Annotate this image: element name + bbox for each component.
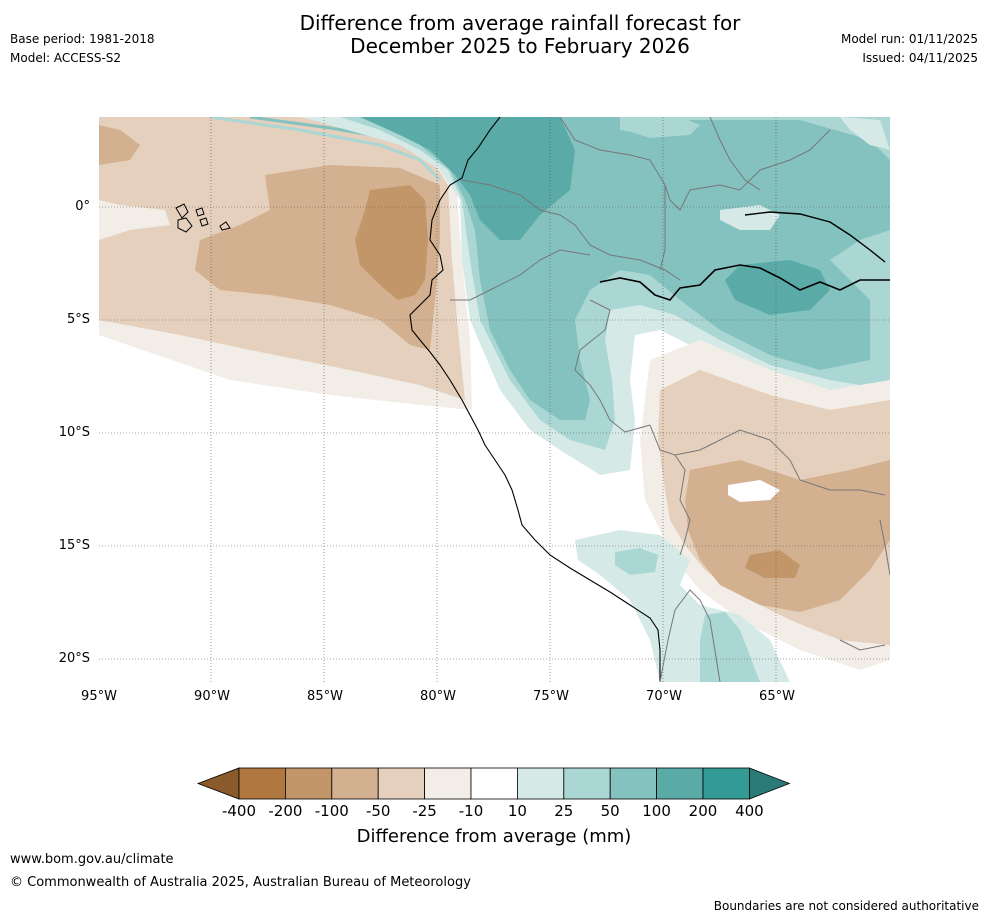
colorbar-tick-label: -400 — [221, 802, 257, 820]
colorbar-tick-label: 10 — [507, 802, 527, 820]
colorbar-arrow-high — [749, 767, 791, 800]
colorbar-swatch — [238, 767, 286, 800]
lon-label-85w: 85°W — [307, 689, 343, 704]
copyright-text: © Commonwealth of Australia 2025, Austra… — [10, 875, 471, 890]
lon-label-65w: 65°W — [759, 689, 795, 704]
colorbar-arrow-low — [196, 767, 240, 800]
model-run-text: Model run: 01/11/2025 — [840, 32, 978, 46]
lat-label-5s: 5°S — [66, 312, 90, 327]
dry-region-south-c2 — [745, 550, 800, 578]
colorbar-tick-label: -10 — [458, 802, 484, 820]
lon-label-80w: 80°W — [420, 689, 456, 704]
graticule — [99, 117, 890, 682]
colorbar-tick-label: 100 — [642, 802, 671, 820]
title-line-2: December 2025 to February 2026 — [350, 34, 690, 58]
lon-label-90w: 90°W — [194, 689, 230, 704]
base-period-text: Base period: 1981-2018 — [10, 32, 155, 46]
colorbar-swatch — [377, 767, 426, 800]
colorbar-swatch — [656, 767, 704, 800]
colorbar-swatch — [424, 767, 472, 800]
dry-region-c3-corner — [99, 125, 140, 165]
country-borders — [450, 117, 890, 682]
lat-label-0: 0° — [75, 199, 90, 214]
map-contours — [99, 117, 890, 682]
colorbar-swatch — [702, 767, 750, 800]
northern-coast — [744, 211, 886, 263]
colorbar-swatch — [609, 767, 658, 800]
title-line-1: Difference from average rainfall forecas… — [299, 11, 741, 35]
wet-region-c7-patch — [720, 205, 780, 230]
colorbar-tick-label: -100 — [314, 802, 349, 820]
colorbar-tick-label: -50 — [365, 802, 391, 820]
colorbar-tick-label: -25 — [412, 802, 437, 820]
colorbar-swatch — [563, 767, 611, 800]
wet-region-south-c8a — [615, 548, 658, 575]
colorbar-tick-label: 400 — [735, 802, 764, 820]
lat-label-15s: 15°S — [58, 538, 90, 553]
model-text: Model: ACCESS-S2 — [10, 51, 122, 65]
wet-region-c10 — [360, 117, 575, 240]
lat-label-10s: 10°S — [58, 425, 90, 440]
amazon-river — [599, 264, 890, 301]
colorbar-swatch — [517, 767, 565, 800]
colorbar-swatch — [331, 767, 379, 800]
lon-label-70w: 70°W — [646, 689, 682, 704]
wet-region-south-c8b — [700, 612, 760, 682]
colorbar-swatch — [470, 767, 518, 800]
wet-region-c7-ne — [840, 117, 890, 150]
colorbar-tick-label: 200 — [688, 802, 718, 820]
disclaimer-text: Boundaries are not considered authoritat… — [713, 899, 979, 913]
dry-region-c2 — [355, 185, 428, 300]
coastline — [409, 117, 661, 682]
wet-region-c8-patch — [620, 117, 700, 138]
galapagos-islands — [175, 203, 231, 233]
lat-label-20s: 20°S — [58, 651, 90, 666]
lon-label-95w: 95°W — [81, 689, 117, 704]
colorbar-tick-label: 25 — [554, 802, 574, 820]
lon-label-75w: 75°W — [533, 689, 569, 704]
website-link[interactable]: www.bom.gov.au/climate — [10, 852, 174, 867]
colorbar-tick-label: 50 — [600, 802, 620, 820]
colorbar-title: Difference from average (mm) — [356, 826, 632, 847]
map-title: Difference from average rainfall forecas… — [0, 12, 988, 58]
white-patch — [728, 480, 780, 502]
colorbar-tick-label: -200 — [268, 802, 303, 820]
issued-text: Issued: 04/11/2025 — [862, 51, 978, 65]
colorbar-swatch — [284, 767, 333, 800]
wet-region-c10-east — [725, 260, 830, 315]
